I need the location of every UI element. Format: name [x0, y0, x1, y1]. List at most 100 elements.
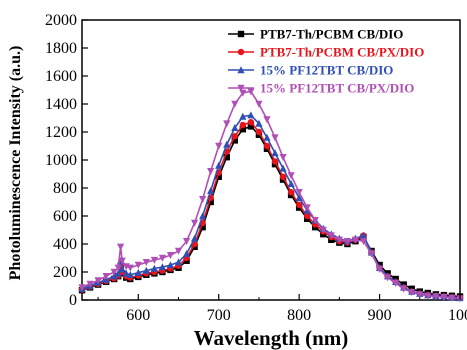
data-point: [255, 119, 263, 127]
data-point: [343, 238, 352, 245]
data-point: [295, 201, 303, 208]
x-tick-label: 800: [287, 307, 311, 324]
data-point: [255, 100, 263, 108]
data-point: [295, 194, 303, 201]
data-point: [215, 161, 223, 169]
data-point: [190, 219, 199, 227]
data-point: [110, 268, 118, 276]
data-point: [416, 291, 424, 299]
data-point: [239, 112, 247, 120]
data-point: [400, 285, 408, 293]
data-point: [237, 84, 245, 92]
data-point: [287, 189, 295, 196]
data-point: [158, 263, 167, 271]
data-point: [408, 289, 416, 297]
data-point: [311, 217, 319, 224]
data-point: [237, 66, 245, 74]
legend-label: 15% PF12TBT CB/PX/DIO: [260, 81, 414, 96]
data-point: [223, 140, 231, 148]
data-point: [279, 173, 287, 180]
data-point: [207, 198, 214, 206]
data-point: [134, 268, 142, 276]
x-tick-label: 600: [126, 307, 150, 324]
data-point: [174, 258, 183, 266]
data-point: [199, 224, 206, 231]
x-axis: 600 700 800 900 100: [97, 294, 467, 324]
data-point: [118, 257, 126, 265]
series-layer: [78, 88, 464, 303]
data-point: [122, 269, 130, 277]
y-tick-label: 200: [53, 264, 77, 281]
data-point: [142, 259, 150, 266]
x-tick-label: 100: [448, 307, 467, 324]
data-point: [237, 48, 245, 56]
legend-label: 15% PF12TBT CB/DIO: [260, 63, 393, 78]
data-point: [117, 243, 125, 251]
legend-item: 15% PF12TBT CB/DIO: [228, 63, 393, 78]
data-point: [126, 264, 134, 272]
legend-label: PTB7-Th/PCBM CB/PX/DIO: [260, 45, 424, 60]
data-point: [231, 137, 239, 144]
y-tick-label: 1200: [45, 124, 77, 141]
data-point: [239, 126, 247, 133]
y-tick-label: 1600: [45, 68, 77, 85]
data-point: [303, 212, 311, 220]
data-point: [424, 292, 432, 300]
data-point: [237, 30, 245, 38]
data-point: [114, 269, 122, 277]
data-point: [247, 119, 255, 126]
data-point: [86, 280, 94, 288]
data-point: [182, 250, 191, 257]
data-point: [359, 231, 368, 239]
data-point: [263, 133, 271, 141]
data-point: [247, 111, 255, 119]
data-point: [303, 204, 311, 212]
legend-label: PTB7-Th/PCBM CB/DIO: [260, 27, 403, 42]
series-triangle-up: [78, 111, 464, 302]
data-point: [231, 133, 239, 140]
y-tick-label: 800: [53, 180, 77, 197]
data-point: [359, 238, 368, 245]
data-point: [174, 247, 183, 255]
data-point: [158, 254, 167, 262]
y-tick-label: 1400: [45, 96, 77, 113]
data-point: [440, 294, 448, 301]
data-point: [223, 154, 230, 161]
x-tick-label: 700: [207, 307, 231, 324]
data-point: [375, 266, 384, 273]
data-point: [327, 232, 335, 240]
data-point: [263, 116, 271, 124]
data-point: [367, 250, 376, 258]
data-point: [102, 273, 110, 280]
data-point: [134, 261, 142, 269]
legend-item: PTB7-Th/PCBM CB/DIO: [228, 27, 403, 42]
y-axis-label: Photoluminescence Intensity (a.u.): [7, 46, 24, 281]
data-point: [182, 238, 191, 245]
data-point: [392, 280, 400, 287]
x-tick-label: 900: [368, 307, 392, 324]
data-point: [247, 88, 255, 96]
data-point: [231, 100, 239, 108]
data-point: [263, 142, 271, 150]
y-tick-label: 1000: [45, 152, 77, 169]
data-point: [215, 173, 222, 180]
legend: PTB7-Th/PCBM CB/DIO PTB7-Th/PCBM CB/PX/DI…: [228, 27, 424, 96]
data-point: [239, 121, 247, 129]
y-tick-label: 2000: [45, 12, 77, 29]
data-point: [231, 124, 239, 131]
series-triangle-down: [78, 88, 464, 303]
data-point: [190, 234, 199, 242]
data-point: [287, 180, 295, 187]
data-point: [207, 187, 215, 194]
data-point: [335, 236, 343, 244]
data-point: [150, 256, 158, 264]
data-point: [287, 172, 295, 180]
data-point: [126, 271, 134, 278]
data-point: [384, 274, 392, 282]
legend-item: 15% PF12TBT CB/PX/DIO: [228, 81, 414, 96]
data-point: [199, 196, 207, 203]
data-point: [223, 120, 231, 128]
data-point: [114, 264, 122, 272]
